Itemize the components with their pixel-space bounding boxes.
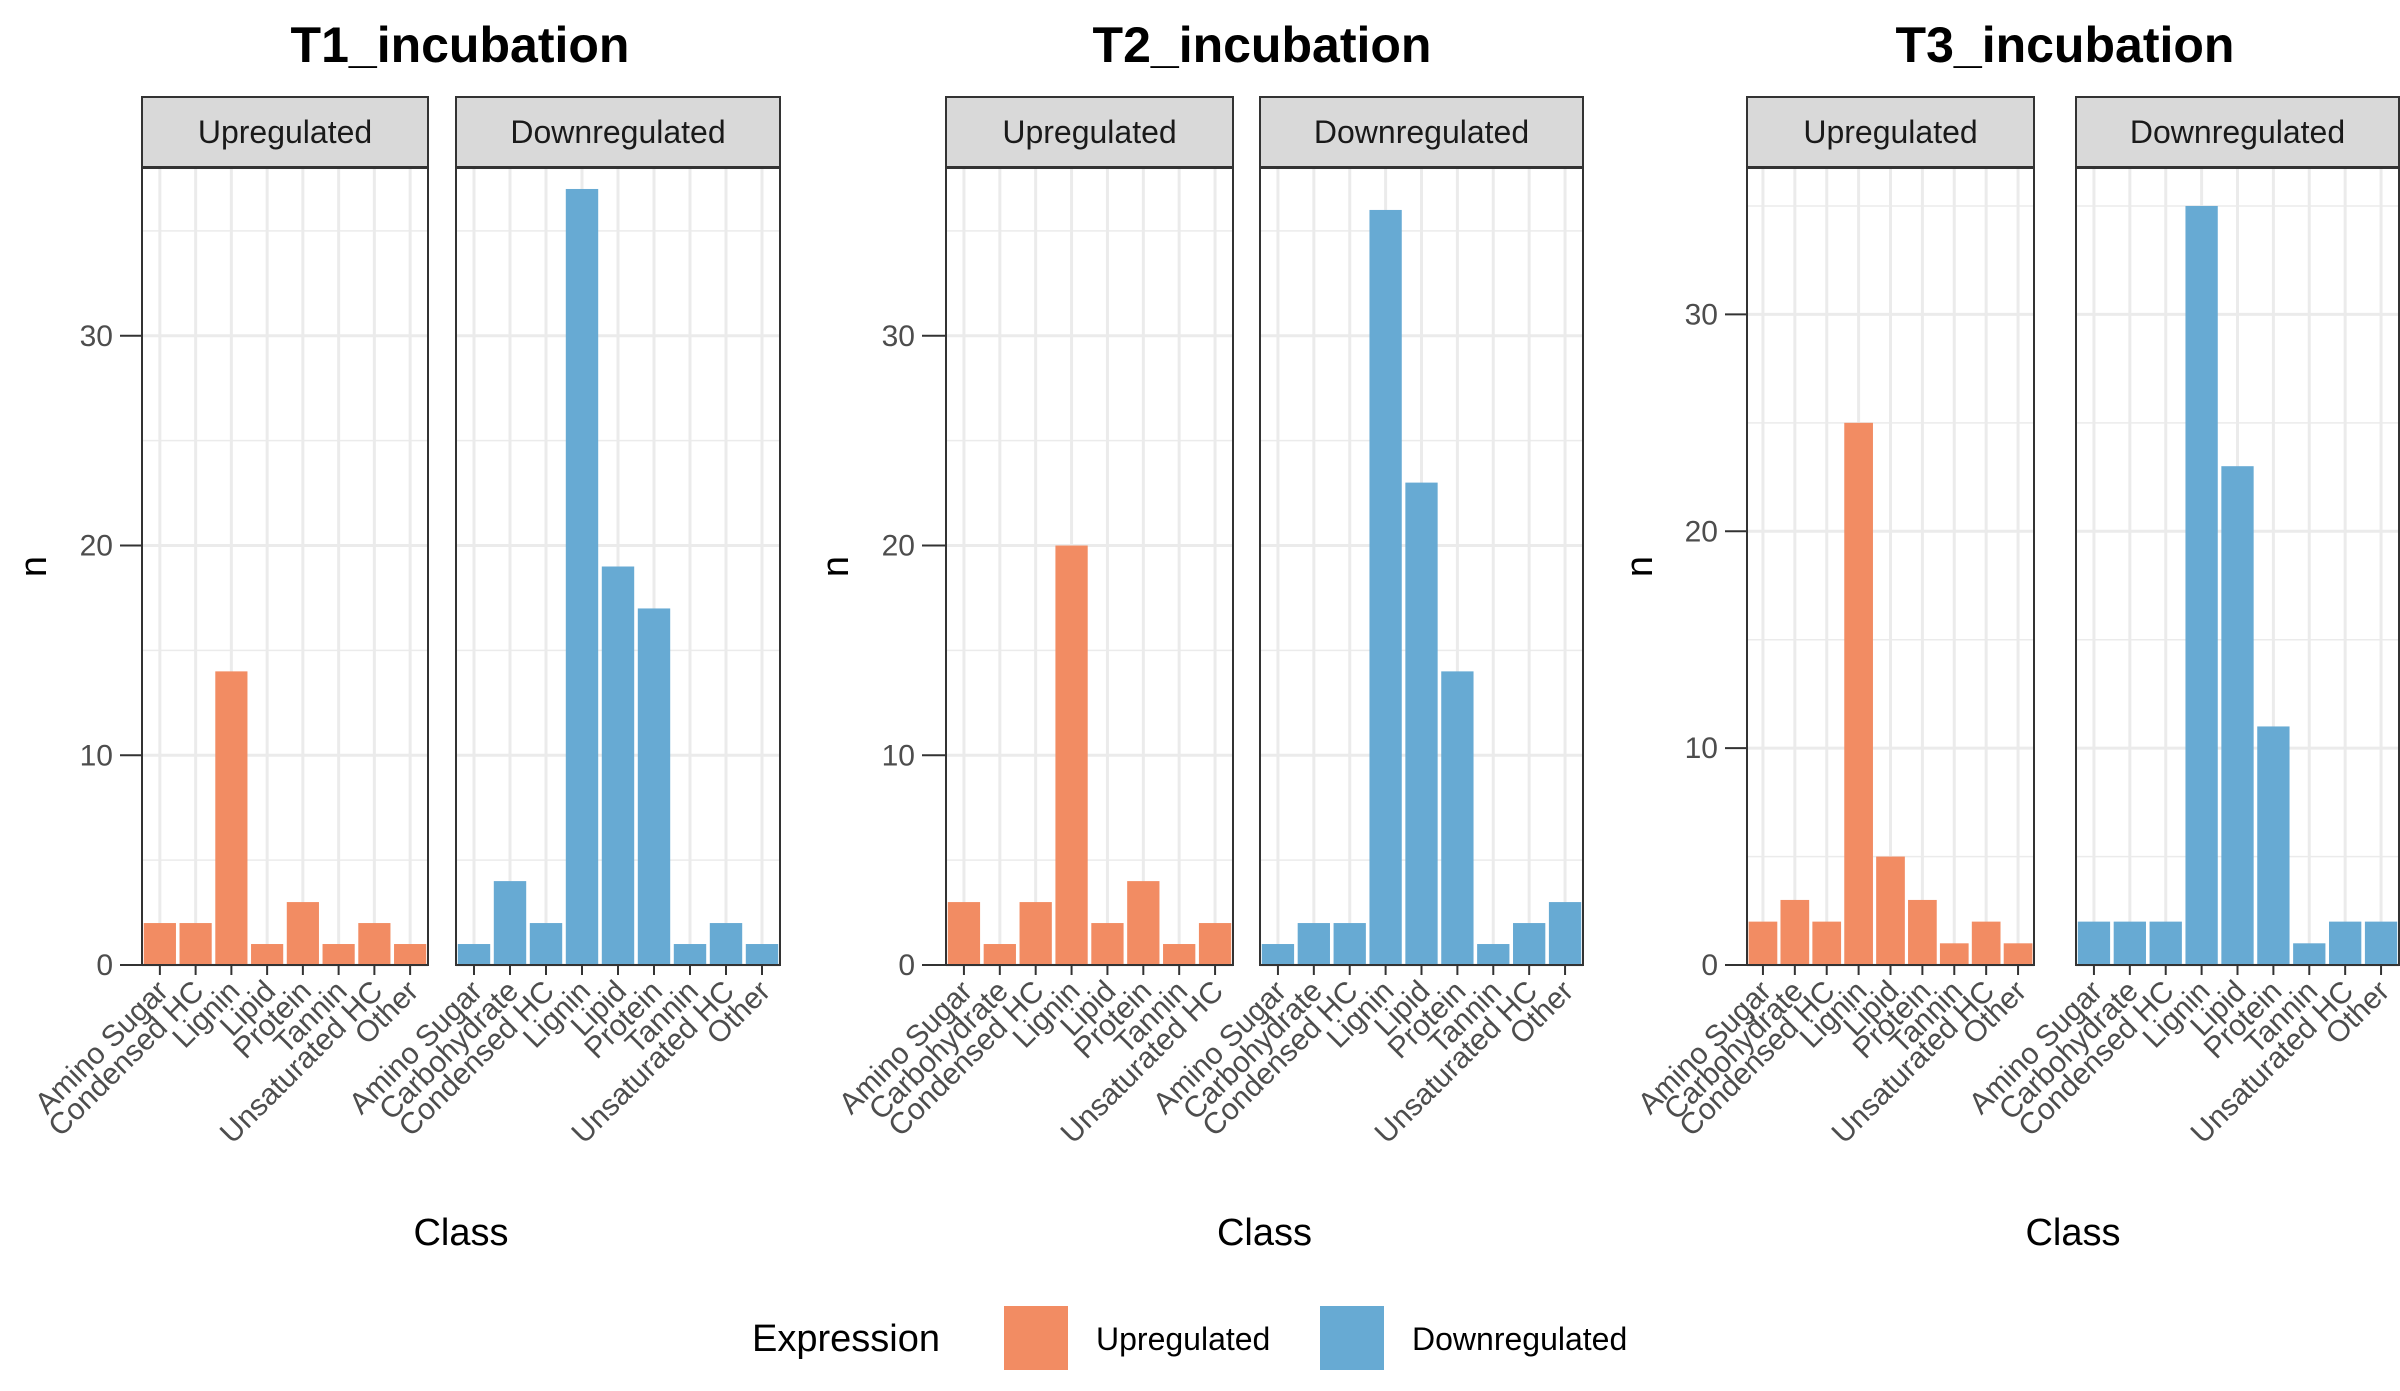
y-tick-label: 10 — [882, 739, 915, 772]
bar — [2185, 205, 2218, 965]
bar — [179, 923, 212, 965]
legend-key-upregulated — [1004, 1306, 1068, 1370]
bar — [983, 944, 1016, 965]
facet-strip-label: Upregulated — [1002, 114, 1176, 150]
bar — [565, 188, 599, 965]
y-tick-label: 20 — [882, 530, 915, 563]
bar — [1441, 671, 1474, 965]
bar — [1876, 856, 1905, 965]
facet-strip — [1746, 96, 2035, 168]
facet-strip — [2075, 96, 2400, 168]
bar — [1369, 209, 1402, 965]
bar — [1163, 944, 1196, 965]
bar — [1939, 943, 1969, 965]
bar — [673, 944, 707, 965]
y-tick-label: 20 — [80, 530, 113, 563]
bar — [2257, 726, 2290, 965]
facet-strip — [945, 96, 1234, 168]
facet-strip — [141, 96, 429, 168]
facet-strip-label: Downregulated — [1314, 114, 1529, 150]
bar — [1812, 921, 1842, 965]
x-axis-title: Class — [2025, 1212, 2120, 1254]
y-tick-label: 20 — [1685, 515, 1718, 548]
chart-title: T1_incubation — [291, 17, 630, 73]
facet-strip-label: Upregulated — [1803, 114, 1977, 150]
chart-title: T2_incubation — [1093, 17, 1432, 73]
bar — [1297, 923, 1330, 965]
bar — [1548, 902, 1582, 965]
bar — [637, 608, 671, 965]
legend: Expression Upregulated Downregulated — [752, 1306, 1627, 1370]
bar — [215, 671, 248, 965]
facet-strip — [1259, 96, 1584, 168]
bar — [1908, 899, 1937, 965]
bar — [1780, 899, 1810, 965]
bar — [2077, 921, 2111, 965]
bar — [457, 944, 491, 965]
bar — [1091, 923, 1124, 965]
bar — [1477, 944, 1510, 965]
bar — [1261, 944, 1295, 965]
bar — [2364, 921, 2398, 965]
y-tick-label: 0 — [1701, 949, 1718, 982]
y-tick-label: 30 — [1685, 298, 1718, 331]
bar — [1844, 422, 1873, 965]
bar — [709, 923, 743, 965]
bar — [2149, 921, 2182, 965]
legend-title: Expression — [752, 1318, 940, 1360]
bar — [1127, 881, 1160, 965]
y-tick-label: 10 — [1685, 732, 1718, 765]
bar — [1405, 482, 1438, 965]
bar — [2221, 466, 2254, 965]
legend-label-upregulated: Upregulated — [1096, 1321, 1270, 1357]
y-axis-title: n — [1619, 556, 1661, 577]
bar — [601, 566, 635, 965]
bar — [1513, 923, 1546, 965]
y-tick-label: 0 — [96, 949, 113, 982]
bar — [2003, 943, 2033, 965]
bar — [286, 902, 319, 965]
legend-key-downregulated — [1320, 1306, 1384, 1370]
facet-strip — [455, 96, 781, 168]
bar — [529, 923, 563, 965]
bar — [1055, 545, 1088, 965]
bar — [947, 902, 981, 965]
bar — [1748, 921, 1778, 965]
facet-strip-label: Downregulated — [510, 114, 725, 150]
bar — [2329, 921, 2362, 965]
bar — [2113, 921, 2146, 965]
y-axis-title: n — [13, 556, 55, 577]
bar — [251, 944, 284, 965]
y-tick-label: 30 — [80, 320, 113, 353]
x-axis-title: Class — [1217, 1212, 1312, 1254]
bar — [745, 944, 779, 965]
bar — [493, 881, 527, 965]
bar — [2293, 943, 2326, 965]
bar — [1019, 902, 1052, 965]
bar — [1198, 923, 1232, 965]
legend-label-downregulated: Downregulated — [1412, 1321, 1627, 1357]
x-axis-title: Class — [413, 1212, 508, 1254]
bar — [143, 923, 176, 965]
bar — [394, 944, 427, 965]
bar — [358, 923, 391, 965]
bar — [322, 944, 355, 965]
bar — [1971, 921, 2001, 965]
y-tick-label: 30 — [882, 320, 915, 353]
chart-title: T3_incubation — [1896, 17, 2235, 73]
facet-strip-label: Downregulated — [2130, 114, 2345, 150]
y-axis-title: n — [815, 556, 857, 577]
y-tick-label: 0 — [898, 949, 915, 982]
facet-strip-label: Upregulated — [198, 114, 372, 150]
bar — [1333, 923, 1366, 965]
y-tick-label: 10 — [80, 739, 113, 772]
